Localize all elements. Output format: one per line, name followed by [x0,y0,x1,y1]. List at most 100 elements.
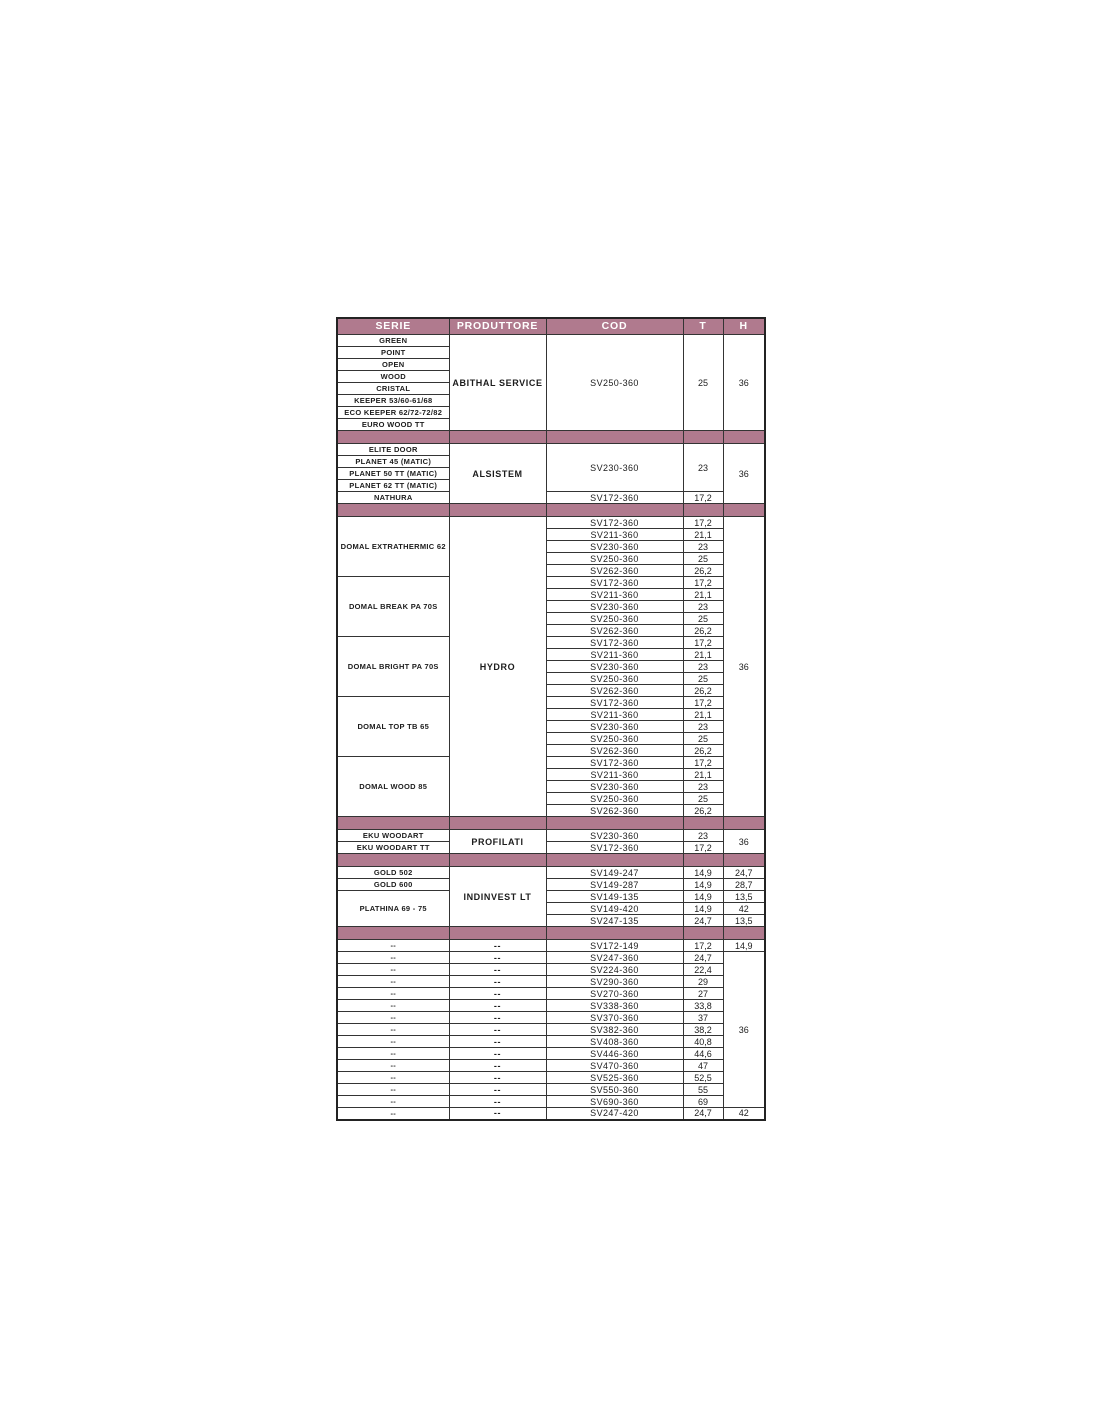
cod-cell: SV230-360 [545,660,684,673]
serie-cell: -- [336,963,450,976]
produttore-cell: -- [448,1023,547,1036]
produttore-cell: -- [448,951,547,964]
cod-cell: SV172-360 [545,516,684,529]
h-cell: 13,5 [722,914,766,927]
table-row: EKU WOODART PROFILATI SV230-360 23 36 [336,829,766,854]
separator-cell [722,503,766,517]
cod-cell: SV149-287 [545,878,684,891]
separator-cell [682,853,724,867]
h-cell: 36 [722,516,766,817]
table-row: -- -- SV446-360 44,6 [336,1047,765,1060]
cod-cell: SV230-360 [545,780,684,793]
serie-cell: -- [336,1071,450,1084]
section-separator [336,503,766,517]
separator-cell [336,853,450,867]
t-cell: 55 [682,1083,724,1096]
t-cell: 14,9 [682,902,724,915]
table-row: -- -- SV338-360 33,8 [336,999,765,1012]
cod-cell: SV262-360 [545,564,684,577]
cod-cell: SV172-360 [545,636,684,649]
t-cell: 17,2 [682,491,724,504]
cod-cell: SV247-360 [545,951,684,964]
table-row: DOMAL BREAK PA 70S SV172-360 17,2 [336,576,765,637]
t-cell: 40,8 [682,1035,724,1048]
produttore-cell: -- [448,975,547,988]
t-cell: 26,2 [682,624,724,637]
cod-cell: SV370-360 [545,1011,684,1024]
table-row: -- -- SV224-360 22,4 [336,963,765,976]
t-cell: 33,8 [682,999,724,1012]
h-cell: 36 [722,829,766,854]
t-cell: 25 [682,732,724,745]
serie-cell: KEEPER 53/60-61/68 [336,394,450,407]
t-cell: 14,9 [682,878,724,891]
separator-cell [448,853,547,867]
separator-cell [448,430,547,444]
separator-cell [448,926,547,940]
cod-cell: SV338-360 [545,999,684,1012]
cod-cell: SV172-360 [545,841,684,854]
cod-cell: SV230-360 [545,600,684,613]
serie-cell: -- [336,1107,450,1120]
t-cell: 38,2 [682,1023,724,1036]
t-cell: 23 [682,720,724,733]
cod-cell: SV247-135 [545,914,684,927]
serie-cell: WOOD [336,370,450,383]
t-cell: 17,2 [682,756,724,769]
separator-cell [545,503,684,517]
table-row: SV230-360 23 [337,720,765,733]
t-cell: 17,2 [682,516,724,529]
h-cell: 36 [722,951,766,1108]
cod-cell: SV149-420 [545,902,684,915]
cod-cell: SV250-360 [545,334,684,431]
t-cell: 21,1 [682,708,724,721]
serie-cell: GREEN [336,334,450,347]
cod-cell: SV211-360 [545,648,684,661]
separator-cell [722,816,766,830]
t-cell: 22,4 [682,963,724,976]
cod-cell: SV408-360 [545,1035,684,1048]
produttore-cell: -- [448,1071,547,1084]
h-cell: 13,5 [722,890,766,903]
produttore-cell: -- [448,1035,547,1048]
t-cell: 26,2 [682,804,724,817]
serie-cell: -- [336,939,450,952]
table-row: DOMAL BRIGHT PA 70S SV172-360 17,2 [336,636,765,697]
cod-cell: SV250-360 [545,792,684,805]
t-cell: 29 [682,975,724,988]
t-cell: 26,2 [682,684,724,697]
serie-cell: DOMAL WOOD 85 [336,756,450,817]
serie-cell: PLATHINA 69 - 75 [336,890,450,927]
t-cell: 17,2 [682,939,724,952]
table-row: -- -- SV270-360 27 [336,987,765,1000]
cod-cell: SV250-360 [545,612,684,625]
separator-cell [336,503,450,517]
table-row: -- -- SV550-360 55 [336,1083,765,1096]
serie-cell: -- [336,1095,450,1108]
t-cell: 14,9 [682,866,724,879]
separator-cell [682,430,724,444]
table-row: SV262-360 26,2 [337,684,765,697]
table-row: SV230-360 23 [337,600,765,613]
serie-cell: PLANET 50 TT (MATIC) [336,467,450,480]
table-row: GOLD 502 INDINVEST LT SV149-247 14,9 24,7 [336,866,766,927]
cod-cell: SV172-149 [545,939,684,952]
t-cell: 17,2 [682,576,724,589]
section-separator [336,926,766,940]
t-cell: 23 [682,540,724,553]
serie-cell: EKU WOODART TT [336,841,450,854]
t-cell: 24,7 [682,1107,724,1120]
produttore-cell: -- [448,1107,547,1120]
serie-cell: -- [336,987,450,1000]
serie-cell: -- [336,1035,450,1048]
serie-cell: DOMAL EXTRATHERMIC 62 [336,516,450,577]
serie-cell: GOLD 600 [336,878,450,891]
table-row: GOLD 600 SV149-287 14,9 28,7 [336,878,766,891]
t-cell: 25 [682,672,724,685]
serie-cell: -- [336,1047,450,1060]
cod-cell: SV247-420 [545,1107,684,1120]
table-row: -- -- SV247-360 24,7 36 [336,951,766,1108]
separator-cell [682,926,724,940]
produttore-cell: -- [448,999,547,1012]
separator-cell [448,816,547,830]
